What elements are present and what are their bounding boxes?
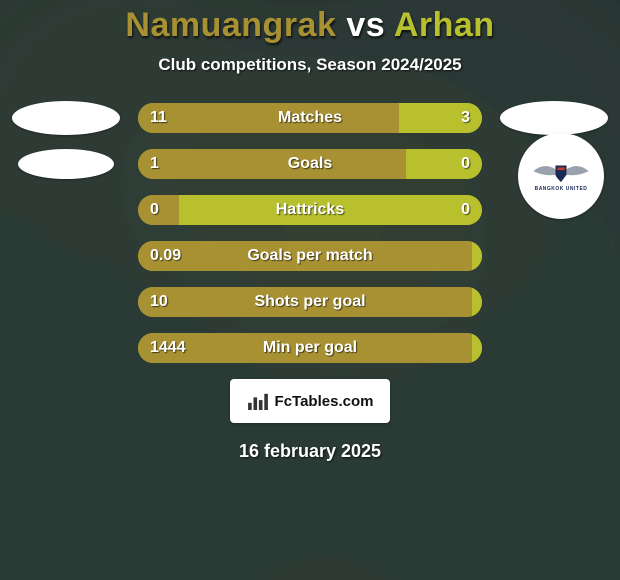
club-logo-text: BANGKOK UNITED (535, 186, 588, 192)
stat-value-left: 0 (150, 195, 159, 225)
side-slot-right (498, 195, 610, 225)
stat-row: Min per goal1444 (10, 333, 610, 363)
side-slot-left (10, 241, 122, 271)
stat-row: Shots per goal10 (10, 287, 610, 317)
title-left-name: Namuangrak (125, 6, 336, 44)
stat-label: Hattricks (138, 195, 482, 225)
stat-value-left: 1444 (150, 333, 186, 363)
subtitle: Club competitions, Season 2024/2025 (0, 55, 620, 75)
badge-text: FcTables.com (275, 393, 374, 410)
stat-row: BANGKOK UNITEDGoals10 (10, 149, 610, 179)
side-slot-right (498, 103, 610, 133)
player-ellipse-left (18, 149, 114, 179)
stat-value-right: 0 (461, 195, 470, 225)
fctables-badge: FcTables.com (230, 379, 390, 423)
title-right-name: Arhan (394, 6, 495, 44)
stat-label: Goals per match (138, 241, 482, 271)
title-vs: vs (346, 6, 385, 44)
date-text: 16 february 2025 (0, 441, 620, 462)
stat-value-left: 11 (150, 103, 167, 133)
side-slot-right (498, 333, 610, 363)
stats-area: Matches113BANGKOK UNITEDGoals10Hattricks… (0, 103, 620, 363)
stat-value-left: 0.09 (150, 241, 181, 271)
side-slot-left (10, 149, 122, 179)
bars-chart-icon (247, 392, 269, 410)
stat-value-right: 3 (461, 103, 470, 133)
side-slot-left (10, 333, 122, 363)
player-ellipse-left (12, 101, 120, 135)
stat-label: Min per goal (138, 333, 482, 363)
player-ellipse-right (500, 101, 608, 135)
side-slot-right (498, 287, 610, 317)
stat-value-left: 10 (150, 287, 168, 317)
stat-row: Matches11 3 (10, 103, 610, 133)
stat-row: Goals per match0.09 (10, 241, 610, 271)
side-slot-left (10, 195, 122, 225)
side-slot-left (10, 287, 122, 317)
stat-label: Matches (138, 103, 482, 133)
club-logo-icon (529, 160, 593, 184)
side-slot-right (498, 241, 610, 271)
stat-value-left: 1 (150, 149, 159, 179)
side-slot-left (10, 103, 122, 133)
stat-label: Goals (138, 149, 482, 179)
stat-label: Shots per goal (138, 287, 482, 317)
page-title: Namuangrak vs Arhan (0, 6, 620, 45)
stat-row: Hattricks0 0 (10, 195, 610, 225)
stat-value-right: 0 (461, 149, 470, 179)
